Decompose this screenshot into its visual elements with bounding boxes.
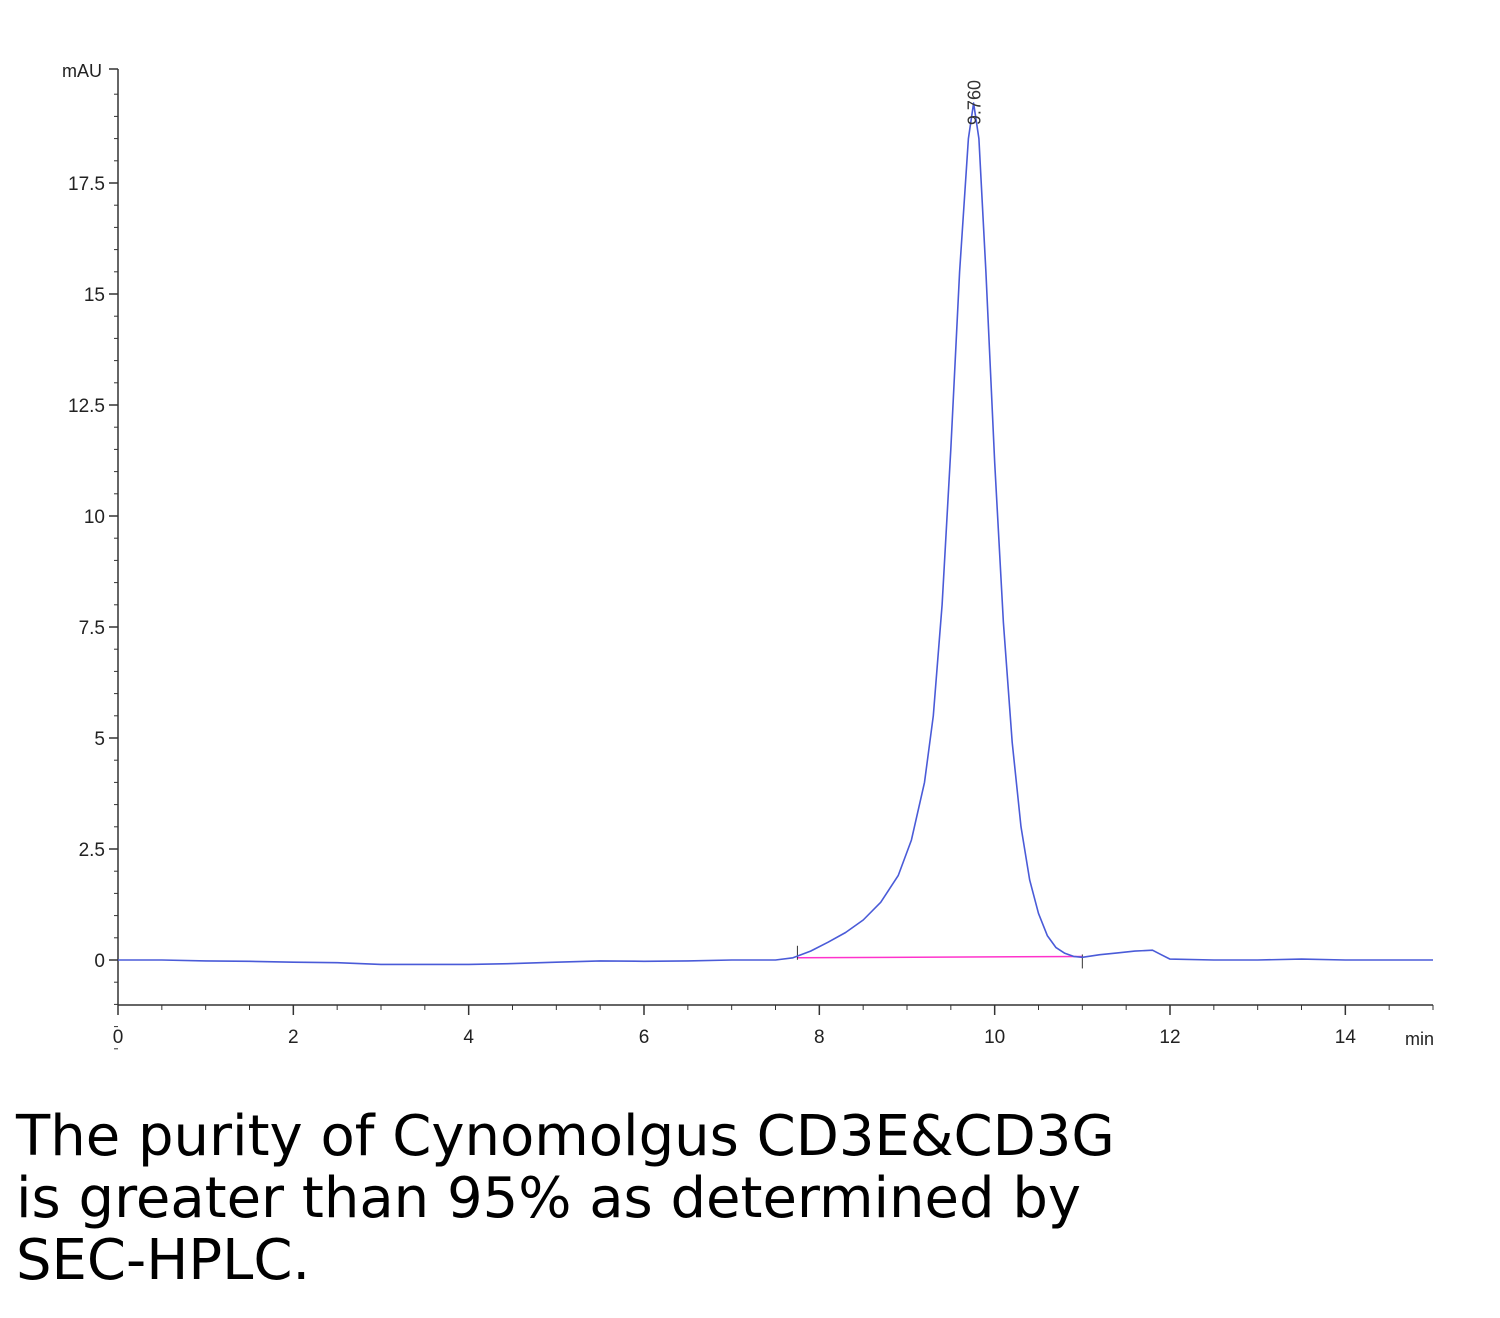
y-tick-label: 17.5 (68, 174, 105, 195)
x-tick-label: 8 (814, 1027, 825, 1048)
chromatogram-chart: 0 2.5 5 7.5 10 12.5 15 17.5 0 2 4 6 8 10 12 14 9.760 m… (62, 61, 1434, 1050)
y-tick-label: 10 (84, 507, 105, 528)
y-axis: 0 2.5 5 7.5 10 12.5 15 17.5 (68, 68, 119, 1050)
y-unit-label: mAU (62, 61, 102, 81)
chromatogram-trace (118, 102, 1433, 966)
y-tick-label: 12.5 (68, 396, 105, 417)
x-tick-label: 14 (1335, 1027, 1357, 1048)
x-tick-label: 6 (639, 1027, 650, 1048)
peak-retention-label: 9.760 (965, 80, 985, 125)
plot-area: 9.760 (118, 80, 1433, 969)
y-tick-label: 15 (84, 285, 105, 306)
x-tick-label: 4 (463, 1027, 474, 1048)
y-tick-label: 7.5 (79, 618, 105, 639)
x-tick-label: 10 (984, 1027, 1005, 1048)
x-tick-label: 0 (113, 1027, 124, 1048)
x-axis: 0 2 4 6 8 10 12 14 (113, 1004, 1434, 1048)
y-tick-label: 2.5 (79, 840, 105, 861)
integration-baseline (797, 955, 1083, 959)
x-tick-label: 12 (1159, 1027, 1180, 1048)
y-tick-label: 5 (94, 729, 105, 750)
caption-text: The purity of Cynomolgus CD3E&CD3G is gr… (16, 1104, 1115, 1293)
y-tick-label: 0 (94, 951, 105, 972)
x-tick-label: 2 (288, 1027, 299, 1048)
x-unit-label: min (1405, 1029, 1434, 1049)
